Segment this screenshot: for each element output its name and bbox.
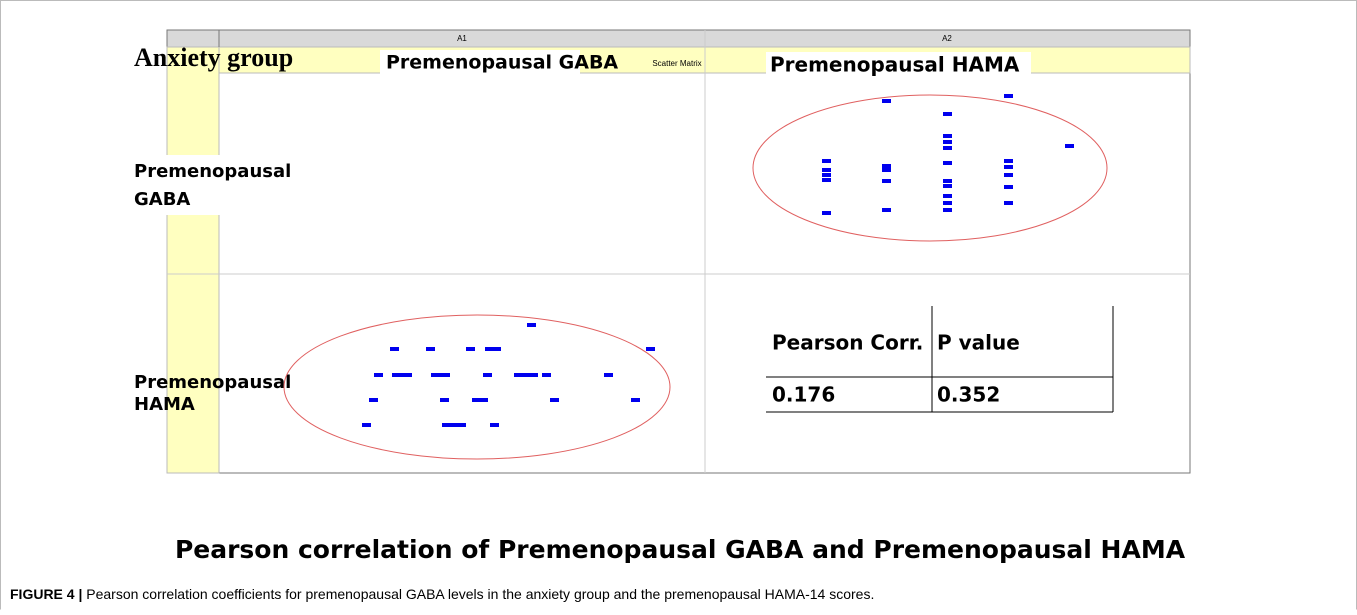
point	[943, 201, 952, 205]
point	[604, 373, 613, 377]
stats-table: Pearson Corr. P value 0.176 0.352	[766, 306, 1114, 413]
label-bg	[766, 52, 1031, 78]
point	[943, 194, 952, 198]
point	[490, 423, 499, 427]
point	[1004, 165, 1013, 169]
figure-title: Pearson correlation of Premenopausal GAB…	[175, 535, 1186, 564]
point	[943, 184, 952, 188]
point	[440, 398, 449, 402]
point	[550, 398, 559, 402]
point	[943, 140, 952, 144]
point	[390, 347, 399, 351]
point	[1004, 173, 1013, 177]
point	[483, 373, 492, 377]
caption: FIGURE 4 | Pearson correlation coefficie…	[10, 586, 874, 602]
table-cell: 0.352	[937, 383, 1000, 407]
points	[362, 94, 1074, 427]
col-header: A2	[942, 34, 952, 43]
ellipse	[283, 314, 671, 460]
point	[369, 398, 378, 402]
point	[822, 168, 831, 172]
row-label: GABA	[134, 189, 190, 210]
point	[882, 179, 891, 183]
point	[431, 373, 450, 377]
table-header: P value	[937, 331, 1020, 355]
point	[442, 423, 466, 427]
row-label: Premenopausal	[134, 372, 291, 393]
table-cell: 0.176	[772, 383, 835, 407]
point	[472, 398, 488, 402]
col-label: Premenopausal GABA	[386, 52, 618, 74]
row-label: Premenopausal	[134, 161, 291, 182]
point	[1004, 94, 1013, 98]
point	[466, 347, 475, 351]
point	[1004, 185, 1013, 189]
ellipse	[752, 94, 1108, 242]
point	[631, 398, 640, 402]
label-bg	[130, 155, 280, 215]
point	[527, 323, 536, 327]
point	[1004, 201, 1013, 205]
point	[822, 211, 831, 215]
matrix-frame	[166, 29, 1191, 474]
point	[822, 173, 831, 177]
point	[485, 347, 501, 351]
point	[943, 161, 952, 165]
point	[882, 208, 891, 212]
point	[882, 164, 891, 168]
matrix-title: Scatter Matrix	[652, 59, 701, 68]
header-row	[166, 29, 1191, 48]
caption-text: Pearson correlation coefficients for pre…	[86, 586, 874, 602]
point	[374, 373, 383, 377]
point	[943, 134, 952, 138]
point	[882, 168, 891, 172]
point	[943, 179, 952, 183]
point	[542, 373, 551, 377]
point	[646, 347, 655, 351]
label-bg	[380, 50, 580, 74]
point	[943, 146, 952, 150]
group-label: Anxiety group	[134, 43, 293, 72]
point	[943, 112, 952, 116]
point	[882, 99, 891, 103]
point	[1004, 159, 1013, 163]
point	[426, 347, 435, 351]
point	[1065, 144, 1074, 148]
point	[392, 373, 412, 377]
point	[822, 159, 831, 163]
point	[362, 423, 371, 427]
label-col	[166, 46, 220, 474]
table-header: Pearson Corr.	[772, 331, 923, 355]
col-label: Premenopausal HAMA	[770, 53, 1020, 77]
point	[943, 208, 952, 212]
point	[822, 178, 831, 182]
row-label: HAMA	[134, 394, 195, 415]
col-header: A1	[457, 34, 467, 43]
point	[514, 373, 538, 377]
caption-label: FIGURE 4 |	[10, 586, 82, 602]
